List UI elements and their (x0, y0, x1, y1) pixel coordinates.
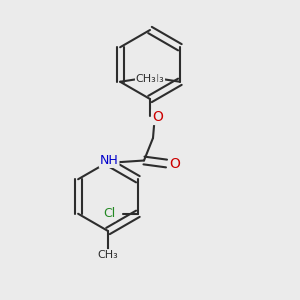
Text: O: O (152, 110, 163, 124)
Text: CH₃: CH₃ (136, 74, 157, 84)
Text: Cl: Cl (103, 207, 116, 220)
Text: NH: NH (100, 154, 118, 167)
Text: CH₃: CH₃ (98, 250, 118, 260)
Text: CH₃: CH₃ (143, 74, 164, 84)
Text: O: O (169, 157, 180, 170)
